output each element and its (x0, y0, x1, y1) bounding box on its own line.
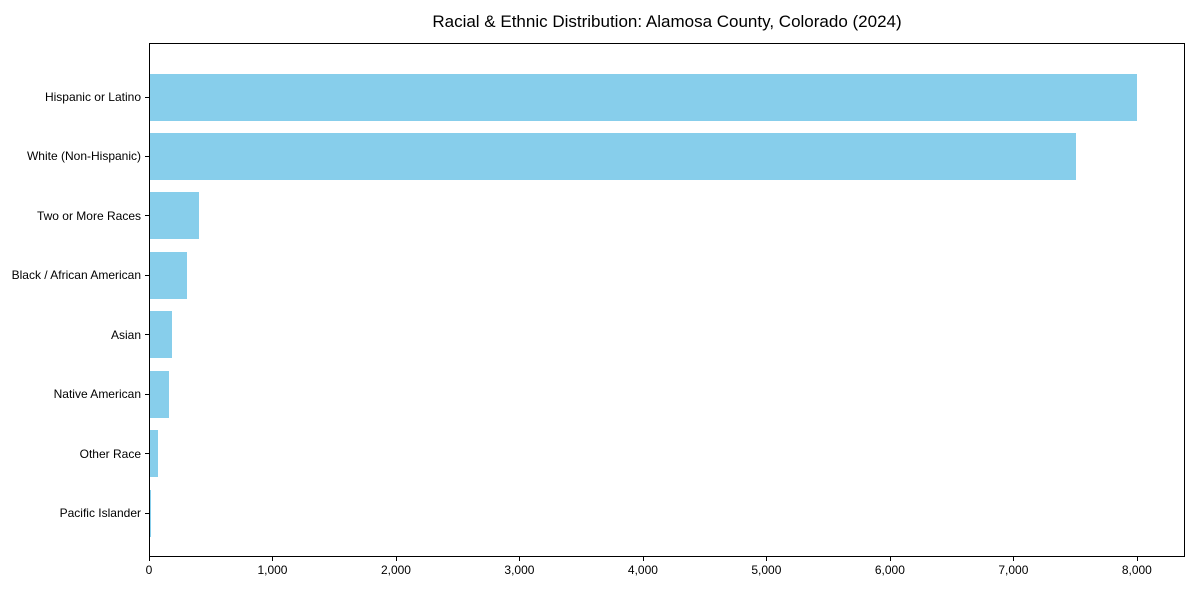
y-axis-label-two-or-more-races: Two or More Races (36, 208, 141, 223)
bar-white-non-hispanic (150, 132, 1077, 180)
y-axis-label-asian: Asian (110, 327, 141, 342)
chart-title: Racial & Ethnic Distribution: Alamosa Co… (432, 12, 902, 31)
x-tick-label-2000: 2,000 (380, 563, 411, 577)
bar-black-african-american (150, 251, 188, 299)
x-tick-6000 (889, 557, 891, 561)
y-axis-label-white-non-hispanic: White (Non-Hispanic) (26, 149, 141, 164)
x-tick-label-5000: 5,000 (751, 563, 782, 577)
x-tick-3000 (519, 557, 521, 561)
x-tick-2000 (395, 557, 397, 561)
x-tick-7000 (1013, 557, 1015, 561)
bar-two-or-more-races (150, 192, 200, 240)
x-tick-label-6000: 6,000 (874, 563, 905, 577)
y-tick-asian (145, 334, 149, 336)
bar-asian (150, 311, 172, 359)
y-axis-label-native-american: Native American (53, 387, 141, 402)
x-tick-5000 (766, 557, 768, 561)
x-tick-8000 (1136, 557, 1138, 561)
y-axis-label-black-african-american: Black / African American (11, 268, 141, 283)
y-tick-pacific-islander (145, 512, 149, 514)
y-axis-label-other-race: Other Race (79, 446, 141, 461)
y-axis-label-pacific-islander: Pacific Islander (59, 506, 141, 520)
y-tick-black-african-american (145, 274, 149, 276)
y-tick-white-non-hispanic (145, 155, 149, 157)
x-tick-label-8000: 8,000 (1121, 563, 1152, 577)
y-tick-hispanic-or-latino (145, 96, 149, 98)
x-tick-4000 (642, 557, 644, 561)
x-tick-label-1000: 1,000 (257, 563, 288, 577)
x-tick-1000 (272, 557, 274, 561)
x-tick-0 (149, 557, 150, 561)
bar-native-american (150, 370, 170, 418)
x-tick-label-4000: 4,000 (627, 563, 658, 577)
x-tick-label-7000: 7,000 (998, 563, 1029, 577)
bar-other-race (150, 430, 159, 478)
y-tick-other-race (145, 453, 149, 455)
x-tick-label-3000: 3,000 (504, 563, 535, 577)
y-axis-label-hispanic-or-latino: Hispanic or Latino (44, 90, 141, 104)
plot-area (149, 43, 1185, 557)
x-tick-label-0: 0 (145, 563, 153, 577)
bar-hispanic-or-latino (150, 73, 1137, 121)
bar-pacific-islander (150, 489, 152, 537)
y-tick-native-american (145, 393, 149, 395)
y-tick-two-or-more-races (145, 215, 149, 217)
